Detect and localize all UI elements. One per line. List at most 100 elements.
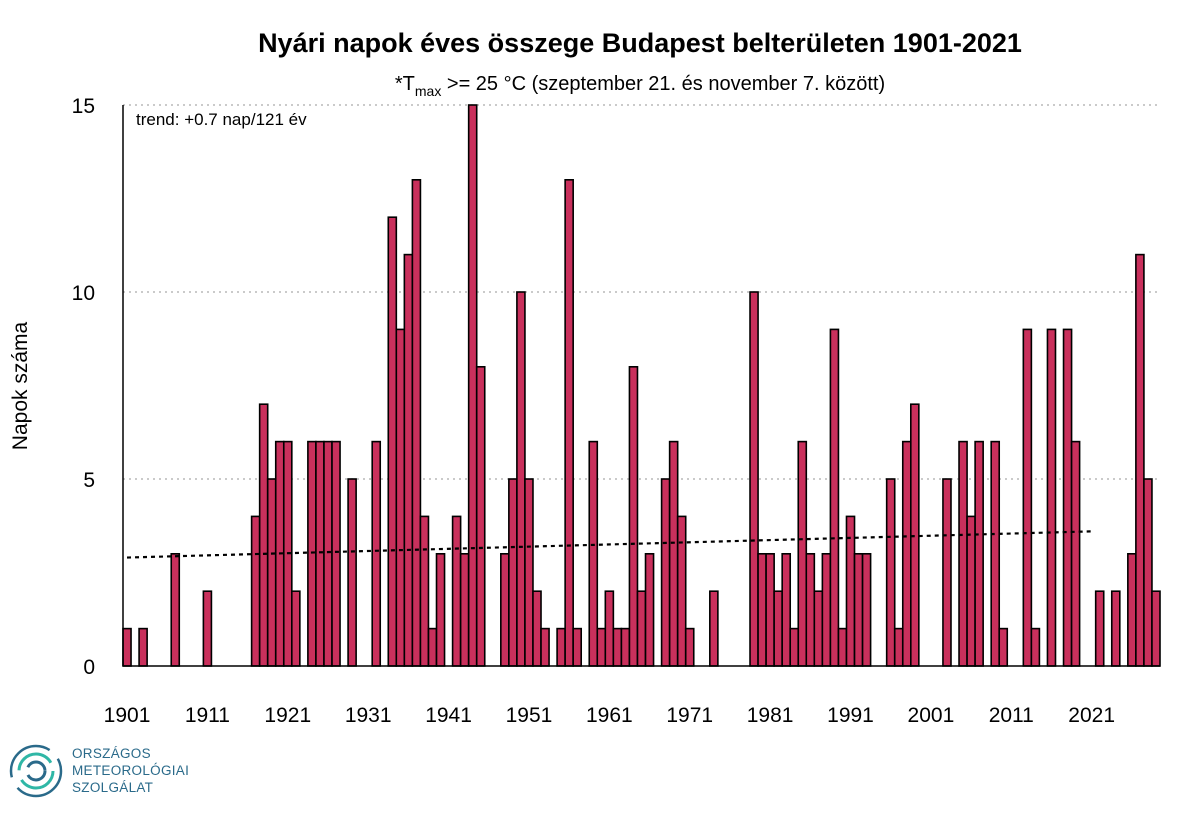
bar	[861, 552, 872, 667]
bar	[1022, 328, 1033, 667]
bar	[604, 590, 615, 667]
x-tick-label: 1901	[104, 704, 151, 727]
bar	[749, 291, 759, 667]
bar	[612, 627, 623, 667]
bar	[789, 627, 800, 667]
bar	[909, 403, 920, 667]
bar	[853, 552, 864, 667]
x-tick-label: 1991	[827, 704, 874, 727]
bar	[291, 590, 301, 667]
y-tick-labels: 0 5 10 15	[72, 95, 95, 679]
logo-mark-icon	[9, 744, 63, 798]
bar	[323, 440, 333, 667]
bar	[813, 590, 824, 667]
x-tick-label: 1941	[425, 704, 472, 727]
x-tick-label: 2021	[1068, 704, 1115, 727]
chart-subtitle: *Tmax >= 25 °C (szeptember 21. és novemb…	[395, 73, 885, 99]
bar	[821, 552, 832, 667]
bar	[676, 515, 687, 667]
logo: ORSZÁGOS METEOROLÓGIAI SZOLGÁLAT	[9, 744, 189, 798]
bar	[202, 590, 213, 667]
bar	[516, 291, 526, 667]
bar	[347, 478, 357, 667]
x-tick-label: 1971	[666, 704, 713, 727]
bar	[572, 627, 583, 667]
bar	[990, 440, 1001, 667]
bar	[315, 440, 325, 667]
bar	[1046, 328, 1057, 667]
x-tick-label: 1931	[345, 704, 392, 727]
x-tick-label: 2011	[989, 704, 1034, 727]
bar	[805, 552, 816, 667]
x-tick-label: 1951	[506, 704, 553, 727]
bar	[628, 365, 639, 667]
bar	[451, 515, 462, 667]
x-tick-label: 1981	[747, 704, 794, 727]
bar	[419, 515, 430, 667]
bar	[556, 627, 566, 667]
bar	[901, 440, 912, 667]
bar	[781, 552, 792, 667]
subtitle-prefix: *T	[395, 73, 415, 95]
bar	[524, 478, 534, 667]
bar	[1094, 590, 1105, 667]
bar	[893, 627, 904, 667]
bar	[588, 440, 599, 667]
bar	[829, 328, 840, 667]
bar	[387, 216, 398, 667]
bar	[644, 552, 655, 667]
x-tick-labels: 1901 1911 1921 1931 1941 1951 1961 1971 1981 1991…	[104, 704, 1115, 727]
bar	[307, 440, 317, 667]
bar	[475, 365, 486, 667]
bar	[138, 627, 148, 667]
x-tick-label: 1921	[264, 704, 311, 727]
trend-line	[126, 530, 1092, 559]
bar	[1143, 478, 1153, 667]
bar	[532, 590, 542, 667]
bar	[765, 552, 775, 667]
bar	[837, 627, 848, 667]
bar	[540, 627, 550, 667]
bar	[1127, 552, 1137, 667]
bar	[1070, 440, 1081, 667]
grid-lines	[123, 104, 1160, 480]
axes	[122, 105, 1160, 667]
bar	[974, 440, 984, 667]
bar	[596, 627, 607, 667]
x-tick-label: 2001	[908, 704, 955, 727]
bar	[435, 552, 446, 667]
y-tick-label: 5	[83, 469, 95, 492]
bar	[773, 590, 783, 667]
bar	[331, 440, 341, 667]
bar	[709, 590, 719, 667]
logo-line-3: SZOLGÁLAT	[72, 780, 153, 795]
bar	[258, 403, 269, 667]
bar	[427, 627, 438, 667]
bar	[1062, 328, 1073, 667]
subtitle-subscript: max	[415, 83, 441, 99]
bars	[122, 104, 1161, 667]
bar	[668, 440, 679, 667]
y-tick-label: 15	[72, 95, 95, 118]
bar	[395, 328, 406, 667]
logo-line-2: METEOROLÓGIAI	[72, 763, 189, 778]
bar	[1151, 590, 1161, 667]
subtitle-suffix: >= 25 °C (szeptember 21. és november 7. …	[441, 73, 885, 95]
bar	[966, 515, 976, 667]
bar	[266, 478, 277, 667]
bar	[411, 179, 422, 667]
bar	[684, 627, 695, 667]
bar	[620, 627, 631, 667]
bar	[942, 478, 952, 667]
bar	[958, 440, 968, 667]
bar	[508, 478, 518, 667]
bar	[459, 552, 470, 667]
x-tick-label: 1961	[586, 704, 633, 727]
bar	[998, 627, 1009, 667]
bar	[636, 590, 647, 667]
logo-line-1: ORSZÁGOS	[72, 746, 151, 761]
bar	[250, 515, 261, 667]
bar	[1030, 627, 1041, 667]
bar	[500, 552, 510, 667]
